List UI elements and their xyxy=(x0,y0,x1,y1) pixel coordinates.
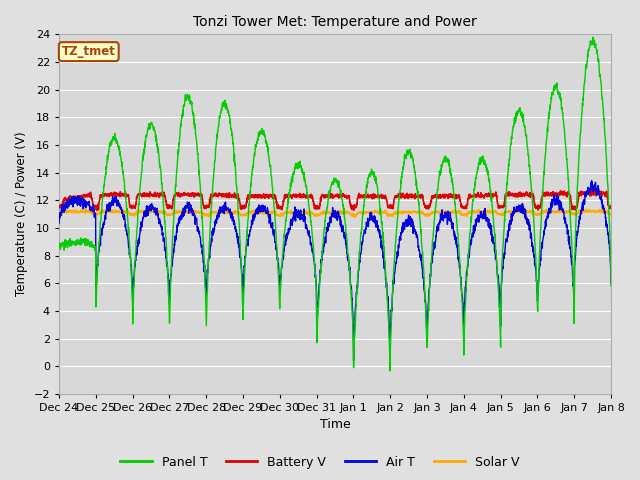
Panel T xyxy=(496,314,504,320)
Air T xyxy=(588,178,595,183)
X-axis label: Time: Time xyxy=(320,419,351,432)
Line: Air T: Air T xyxy=(59,180,611,361)
Panel T xyxy=(363,185,371,191)
Battery V xyxy=(55,204,63,209)
Solar V xyxy=(351,213,359,218)
Panel T xyxy=(55,242,63,248)
Panel T xyxy=(574,177,582,182)
Battery V xyxy=(209,192,217,198)
Solar V xyxy=(55,211,63,217)
Line: Battery V: Battery V xyxy=(59,191,611,211)
Legend: Panel T, Battery V, Air T, Solar V: Panel T, Battery V, Air T, Solar V xyxy=(115,451,525,474)
Solar V xyxy=(364,209,371,215)
Panel T xyxy=(209,181,217,187)
Solar V xyxy=(559,208,566,214)
Battery V xyxy=(574,199,582,204)
Battery V xyxy=(559,191,566,197)
Solar V xyxy=(607,211,615,216)
Text: TZ_tmet: TZ_tmet xyxy=(62,45,116,58)
Solar V xyxy=(351,214,359,220)
Air T xyxy=(209,231,217,237)
Solar V xyxy=(574,210,582,216)
Battery V xyxy=(93,208,101,214)
Air T xyxy=(350,358,358,364)
Air T xyxy=(55,220,63,226)
Panel T xyxy=(387,368,394,374)
Panel T xyxy=(351,327,359,333)
Battery V xyxy=(351,204,359,210)
Battery V xyxy=(607,203,615,209)
Title: Tonzi Tower Met: Temperature and Power: Tonzi Tower Met: Temperature and Power xyxy=(193,15,477,29)
Battery V xyxy=(364,194,371,200)
Air T xyxy=(574,230,582,236)
Y-axis label: Temperature (C) / Power (V): Temperature (C) / Power (V) xyxy=(15,132,28,296)
Air T xyxy=(364,223,371,228)
Line: Panel T: Panel T xyxy=(59,37,611,371)
Battery V xyxy=(588,188,596,193)
Line: Solar V: Solar V xyxy=(59,209,611,217)
Panel T xyxy=(607,283,615,289)
Air T xyxy=(496,294,504,300)
Panel T xyxy=(589,35,596,40)
Air T xyxy=(559,206,566,212)
Air T xyxy=(607,281,615,287)
Air T xyxy=(351,310,359,316)
Panel T xyxy=(559,110,566,116)
Solar V xyxy=(78,206,86,212)
Solar V xyxy=(496,212,504,217)
Battery V xyxy=(496,205,504,211)
Solar V xyxy=(209,209,217,215)
